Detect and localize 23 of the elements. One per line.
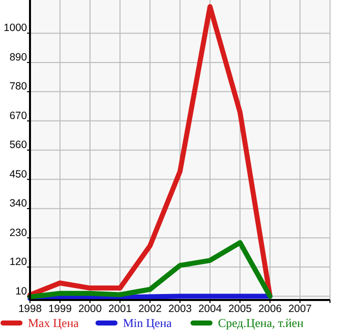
x-tick-label: 2007: [288, 303, 312, 315]
y-tick-label: 780: [9, 80, 28, 93]
legend-label: Сред.Цена, т.йен: [218, 316, 304, 330]
y-tick-label: 890: [9, 51, 28, 64]
y-tick-label: 340: [9, 198, 28, 210]
y-tick-label: 1000: [4, 22, 28, 34]
y-tick-label: 120: [9, 256, 28, 268]
legend-label: Max Цена: [28, 316, 80, 330]
legend-label: Min Цена: [123, 316, 172, 330]
y-tick-label: 560: [9, 139, 28, 152]
x-tick-label: 2004: [198, 303, 222, 315]
x-tick-label: 2001: [108, 303, 132, 315]
y-tick-label: 10: [15, 285, 28, 298]
x-tick-label: 2002: [138, 303, 162, 315]
x-tick-label: 2003: [168, 303, 192, 315]
x-tick-label: 2006: [258, 303, 282, 315]
x-tick-label: 2005: [228, 303, 252, 315]
y-tick-label: 670: [9, 110, 28, 122]
y-tick-label: 230: [9, 226, 28, 239]
x-tick-label: 2000: [78, 303, 102, 315]
x-tick-label: 1999: [48, 303, 72, 315]
y-tick-label: 450: [9, 168, 28, 180]
x-tick-label: 1998: [18, 303, 42, 315]
